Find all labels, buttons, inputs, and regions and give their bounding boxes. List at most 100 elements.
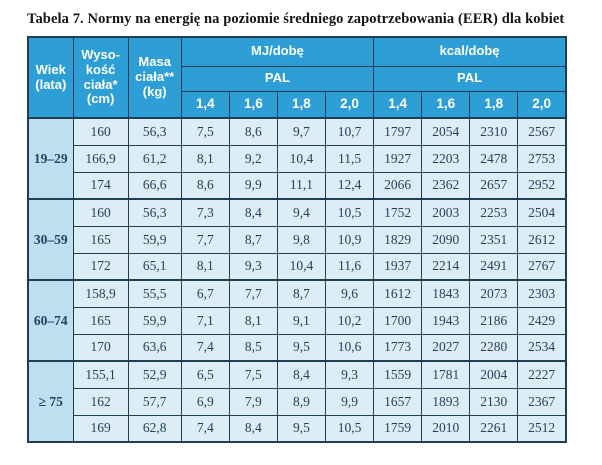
cell-mass: 56,3 xyxy=(127,198,182,227)
cell-mj: 10,7 xyxy=(324,117,375,146)
header-cell-height: Wyso- kość ciała* (cm) xyxy=(72,36,129,119)
cell-mj: 9,9 xyxy=(228,171,278,200)
cell-mj: 10,4 xyxy=(276,144,326,173)
cell-mj: 9,3 xyxy=(324,360,375,389)
cell-kcal: 1773 xyxy=(373,333,423,362)
header-cell-pal-kcal-value: 1,8 xyxy=(469,90,519,119)
cell-kcal: 2066 xyxy=(373,171,423,200)
cell-kcal: 2612 xyxy=(517,225,567,254)
cell-mj: 11,5 xyxy=(324,144,375,173)
cell-mass: 59,9 xyxy=(127,225,182,254)
cell-kcal: 2027 xyxy=(421,333,471,362)
cell-mj: 9,1 xyxy=(276,306,326,335)
cell-mass: 65,1 xyxy=(127,252,182,281)
cell-mj: 10,2 xyxy=(324,306,375,335)
age-group-cell: 19–29 xyxy=(27,117,74,200)
cell-mj: 8,4 xyxy=(228,198,278,227)
cell-kcal: 2261 xyxy=(469,414,519,443)
cell-mj: 9,9 xyxy=(324,387,375,416)
cell-kcal: 2214 xyxy=(421,252,471,281)
cell-mj: 7,7 xyxy=(180,225,230,254)
cell-mass: 55,5 xyxy=(127,279,182,308)
cell-kcal: 1657 xyxy=(373,387,423,416)
cell-mass: 61,2 xyxy=(127,144,182,173)
cell-kcal: 1612 xyxy=(373,279,423,308)
table-row: 60–74 158,9 55,5 6,7 7,7 8,7 9,6 1612 1843 2073 23… xyxy=(27,279,567,362)
cell-mj: 7,3 xyxy=(180,198,230,227)
cell-mj: 10,4 xyxy=(276,252,326,281)
cell-mj: 7,9 xyxy=(228,387,278,416)
header-cell-mass: Masa ciała** (kg) xyxy=(127,36,182,119)
cell-mj: 8,7 xyxy=(228,225,278,254)
cell-mj: 9,4 xyxy=(276,198,326,227)
cell-mj: 8,4 xyxy=(228,414,278,443)
cell-mj: 9,3 xyxy=(228,252,278,281)
cell-mj: 11,1 xyxy=(276,171,326,200)
cell-kcal: 2534 xyxy=(517,333,567,362)
cell-mass: 66,6 xyxy=(127,171,182,200)
cell-mj: 9,7 xyxy=(276,117,326,146)
cell-kcal: 2054 xyxy=(421,117,471,146)
cell-height: 160 xyxy=(72,198,129,227)
cell-height: 165 xyxy=(72,225,129,254)
cell-mj: 8,4 xyxy=(276,360,326,389)
age-group-cell: 60–74 xyxy=(27,279,74,362)
cell-kcal: 2010 xyxy=(421,414,471,443)
cell-mj: 10,9 xyxy=(324,225,375,254)
cell-kcal: 1893 xyxy=(421,387,471,416)
cell-mj: 9,5 xyxy=(276,333,326,362)
cell-mass: 56,3 xyxy=(127,117,182,146)
cell-mj: 8,7 xyxy=(276,279,326,308)
table-row: ≥ 75 155,1 52,9 6,5 7,5 8,4 9,3 1559 1781 2004 222… xyxy=(27,360,567,443)
cell-mj: 10,5 xyxy=(324,414,375,443)
cell-kcal: 1829 xyxy=(373,225,423,254)
cell-kcal: 2657 xyxy=(469,171,519,200)
cell-kcal: 2362 xyxy=(421,171,471,200)
cell-height: 160 xyxy=(72,117,129,146)
header-cell-pal-mj-value: 1,4 xyxy=(180,90,230,119)
cell-mj: 9,6 xyxy=(324,279,375,308)
cell-kcal: 1781 xyxy=(421,360,471,389)
cell-kcal: 2767 xyxy=(517,252,567,281)
cell-height: 158,9 xyxy=(72,279,129,308)
cell-height: 172 xyxy=(72,252,129,281)
cell-kcal: 1759 xyxy=(373,414,423,443)
header-cell-pal-kcal-value: 2,0 xyxy=(517,90,567,119)
header-cell-pal-kcal-value: 1,6 xyxy=(421,90,471,119)
header-cell-pal-kcal: PAL xyxy=(373,65,567,92)
cell-mj: 6,7 xyxy=(180,279,230,308)
cell-mj: 9,5 xyxy=(276,414,326,443)
cell-mj: 10,5 xyxy=(324,198,375,227)
cell-height: 166,9 xyxy=(72,144,129,173)
header-cell-pal-mj: PAL xyxy=(180,65,375,92)
table-row: 165 59,9 7,1 8,1 9,1 10,2 1700 1943 2186 2429 xyxy=(28,306,567,335)
header-cell-pal-mj-value: 1,8 xyxy=(276,90,326,119)
cell-kcal: 2073 xyxy=(469,279,519,308)
cell-kcal: 1752 xyxy=(373,198,423,227)
header-cell-pal-mj-value: 1,6 xyxy=(228,90,278,119)
table-row: 165 59,9 7,7 8,7 9,8 10,9 1829 2090 2351 2612 xyxy=(28,225,567,254)
header-cell-mj-per-day: MJ/dobę xyxy=(180,36,375,67)
cell-mj: 8,6 xyxy=(228,117,278,146)
cell-mj: 6,9 xyxy=(180,387,230,416)
cell-kcal: 2478 xyxy=(469,144,519,173)
table-row: 30–59 160 56,3 7,3 8,4 9,4 10,5 1752 2003 2253 250… xyxy=(27,198,567,281)
cell-mj: 8,1 xyxy=(180,252,230,281)
cell-mj: 10,6 xyxy=(324,333,375,362)
table-row: 19–29 160 56,3 7,5 8,6 9,7 10,7 1797 2054 2310 256… xyxy=(27,117,567,200)
cell-kcal: 1943 xyxy=(421,306,471,335)
cell-height: 169 xyxy=(72,414,129,443)
age-group-cell: ≥ 75 xyxy=(27,360,74,443)
cell-mj: 9,8 xyxy=(276,225,326,254)
cell-mj: 11,6 xyxy=(324,252,375,281)
table-header: Wiek (lata) Wyso- kość ciała* (cm) Masa … xyxy=(27,36,567,119)
cell-kcal: 2367 xyxy=(517,387,567,416)
header-cell-pal-mj-value: 2,0 xyxy=(324,90,375,119)
header-cell-kcal-per-day: kcal/dobę xyxy=(373,36,567,67)
cell-mj: 7,4 xyxy=(180,414,230,443)
table-row: 174 66,6 8,6 9,9 11,1 12,4 2066 2362 2657 2952 xyxy=(28,171,567,200)
table-row: 166,9 61,2 8,1 9,2 10,4 11,5 1927 2203 2478 2753 xyxy=(28,144,567,173)
age-group-cell: 30–59 xyxy=(27,198,74,281)
cell-mass: 59,9 xyxy=(127,306,182,335)
